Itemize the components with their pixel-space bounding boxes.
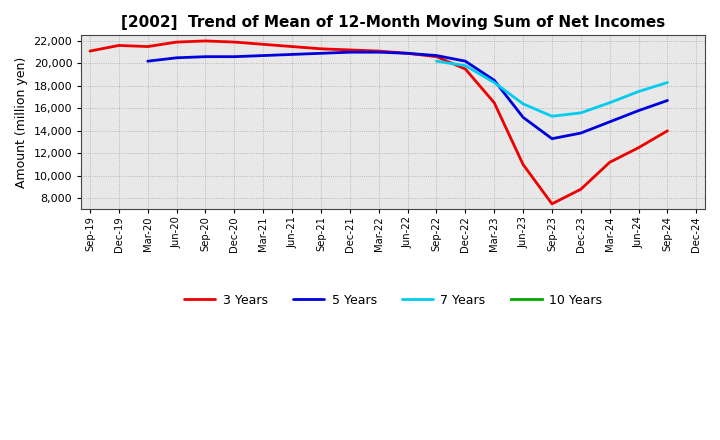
5 Years: [143, 59, 152, 64]
5 Years: [461, 59, 469, 64]
3 Years: [114, 43, 123, 48]
3 Years: [346, 47, 354, 52]
7 Years: [519, 101, 528, 106]
7 Years: [577, 110, 585, 115]
3 Years: [172, 40, 181, 45]
Line: 7 Years: 7 Years: [436, 61, 667, 116]
5 Years: [346, 50, 354, 55]
3 Years: [490, 100, 498, 105]
3 Years: [461, 66, 469, 72]
3 Years: [663, 128, 672, 133]
3 Years: [519, 162, 528, 167]
7 Years: [490, 80, 498, 85]
Y-axis label: Amount (million yen): Amount (million yen): [15, 57, 28, 188]
7 Years: [634, 89, 643, 94]
5 Years: [548, 136, 557, 141]
3 Years: [432, 54, 441, 59]
7 Years: [663, 80, 672, 85]
3 Years: [259, 42, 268, 47]
3 Years: [577, 187, 585, 192]
7 Years: [606, 100, 614, 105]
5 Years: [663, 98, 672, 103]
Line: 3 Years: 3 Years: [90, 41, 667, 204]
5 Years: [317, 51, 325, 56]
5 Years: [288, 52, 297, 57]
3 Years: [606, 160, 614, 165]
3 Years: [548, 201, 557, 206]
7 Years: [461, 63, 469, 68]
3 Years: [143, 44, 152, 49]
5 Years: [519, 115, 528, 120]
5 Years: [230, 54, 239, 59]
7 Years: [548, 114, 557, 119]
3 Years: [288, 44, 297, 49]
3 Years: [634, 145, 643, 150]
5 Years: [634, 108, 643, 113]
3 Years: [317, 46, 325, 51]
5 Years: [606, 119, 614, 125]
5 Years: [432, 53, 441, 58]
5 Years: [403, 51, 412, 56]
5 Years: [172, 55, 181, 60]
3 Years: [374, 48, 383, 54]
3 Years: [201, 38, 210, 44]
5 Years: [577, 130, 585, 136]
Title: [2002]  Trend of Mean of 12-Month Moving Sum of Net Incomes: [2002] Trend of Mean of 12-Month Moving …: [121, 15, 665, 30]
3 Years: [403, 51, 412, 56]
5 Years: [490, 77, 498, 83]
5 Years: [374, 50, 383, 55]
Legend: 3 Years, 5 Years, 7 Years, 10 Years: 3 Years, 5 Years, 7 Years, 10 Years: [179, 289, 607, 312]
3 Years: [230, 40, 239, 45]
3 Years: [86, 48, 94, 54]
Line: 5 Years: 5 Years: [148, 52, 667, 139]
5 Years: [259, 53, 268, 58]
5 Years: [201, 54, 210, 59]
7 Years: [432, 59, 441, 64]
